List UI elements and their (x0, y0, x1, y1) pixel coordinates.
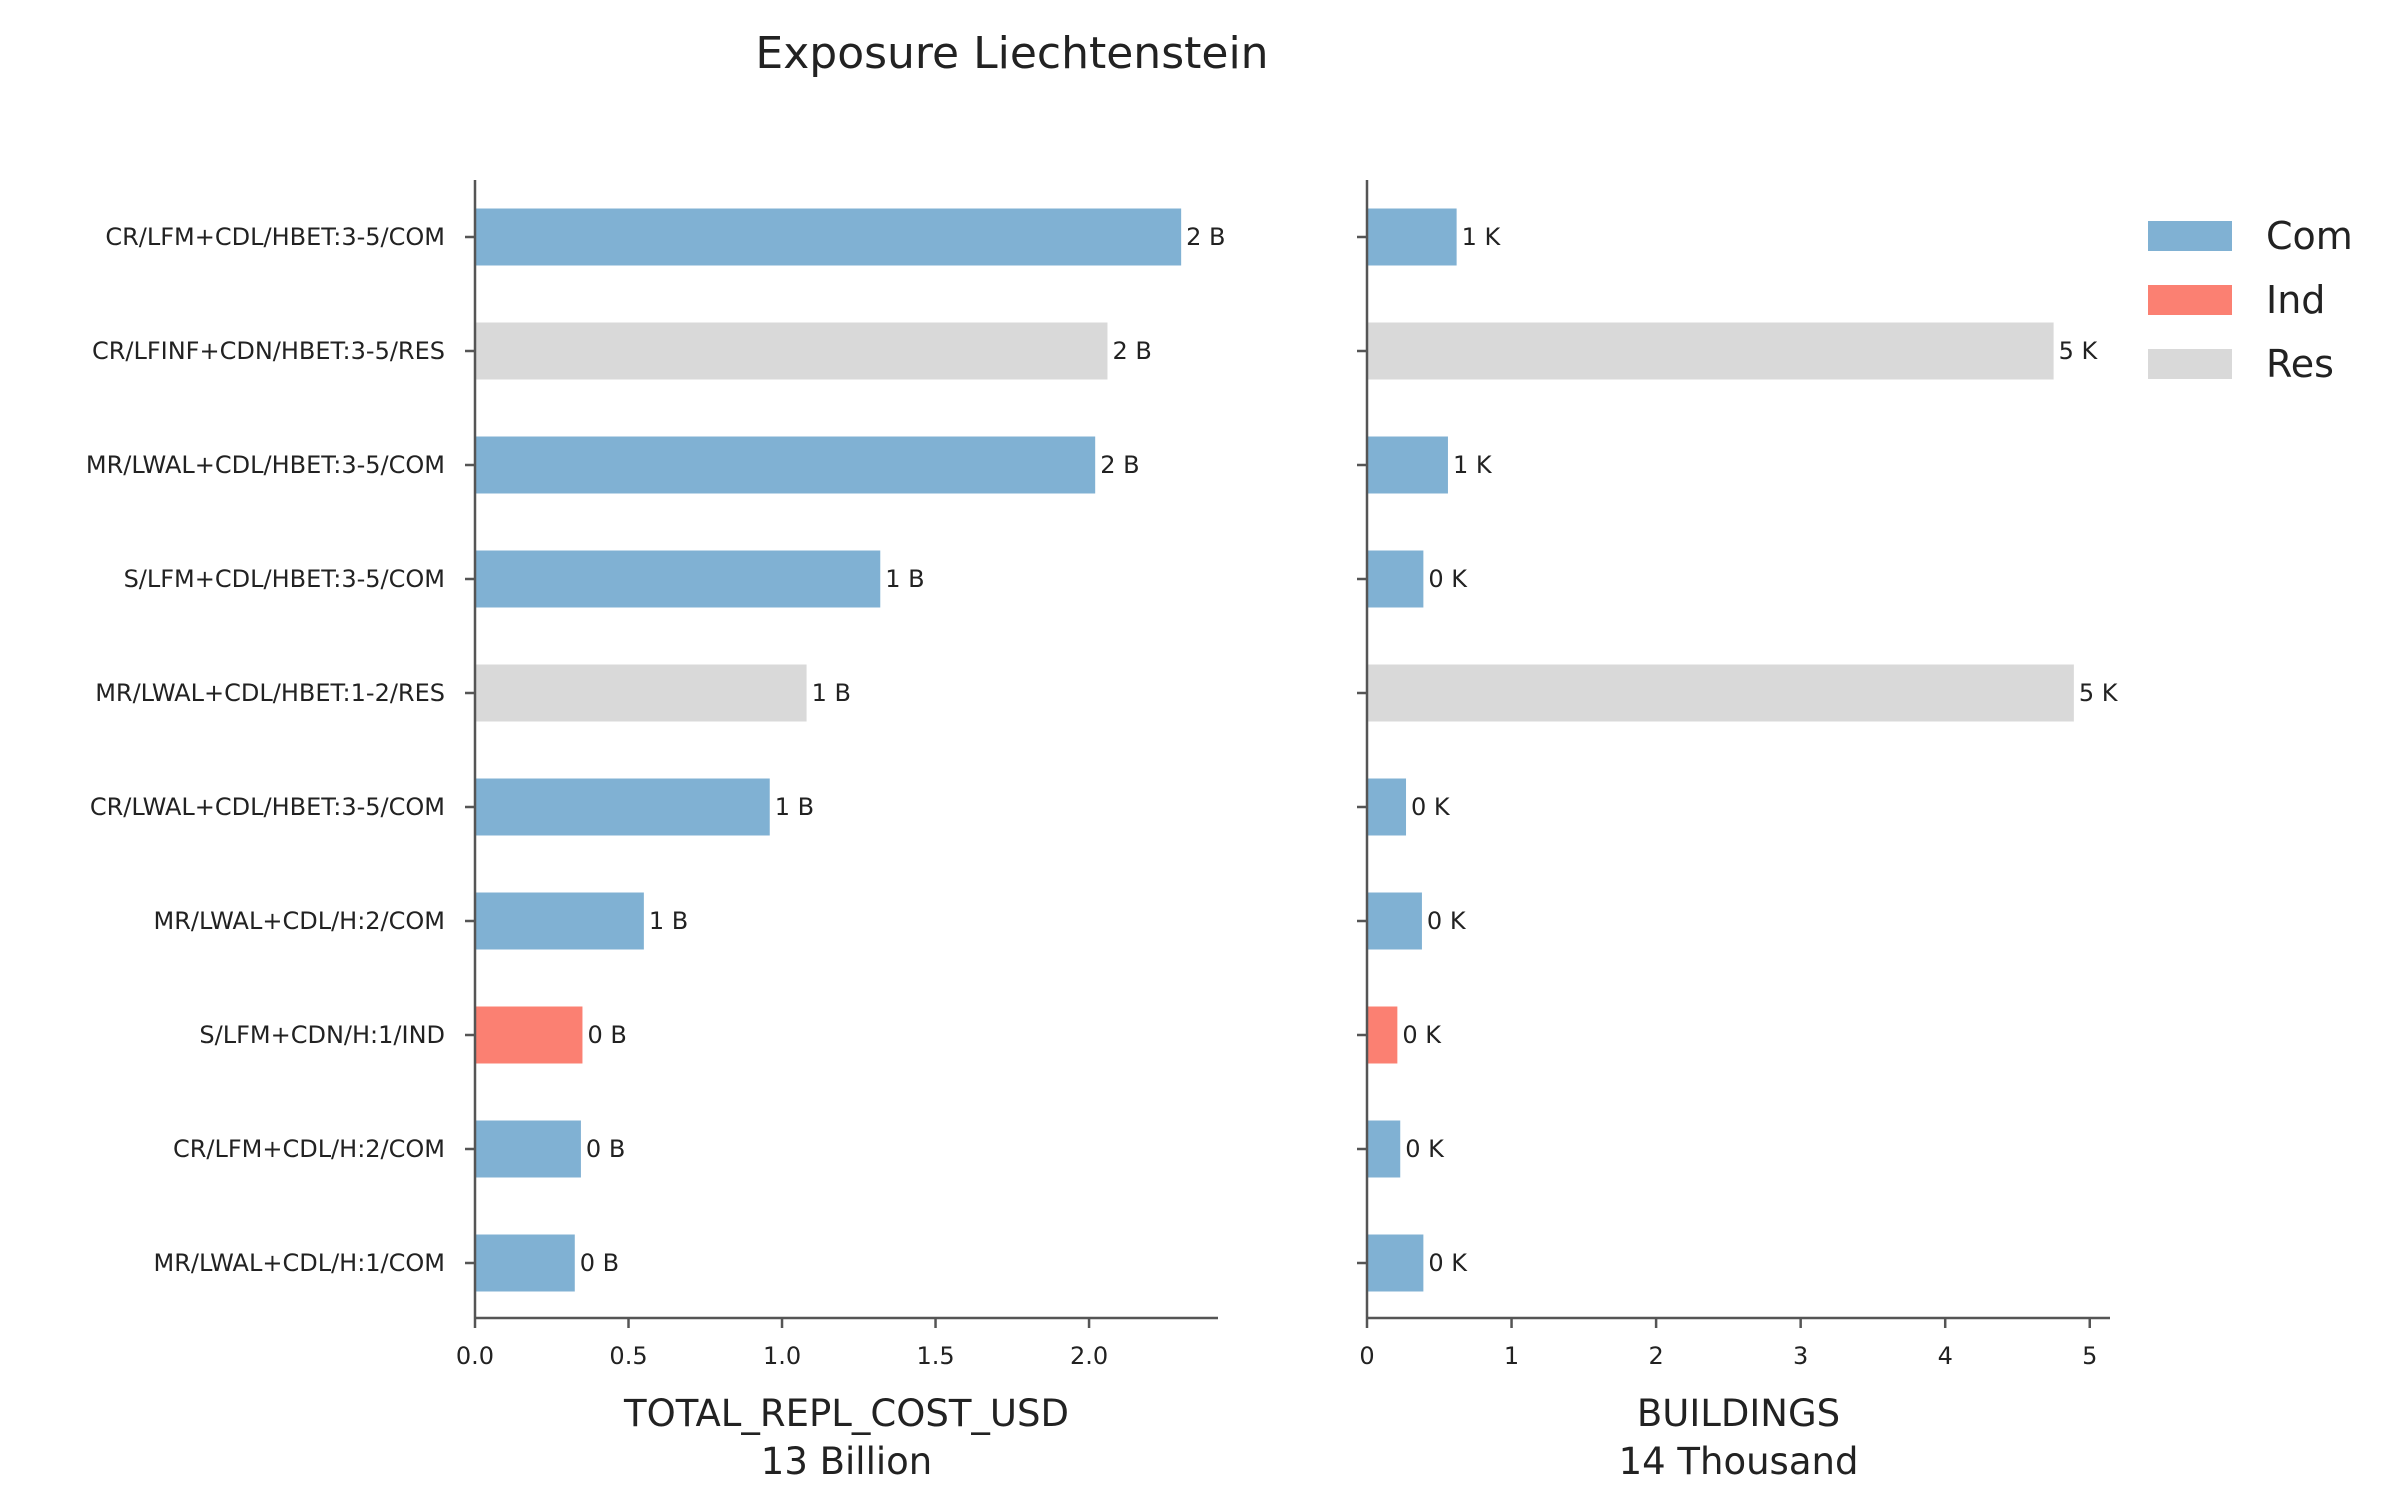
category-label: MR/LWAL+CDL/HBET:3-5/COM (86, 451, 445, 479)
legend-swatch-com (2148, 221, 2232, 251)
bar-value-label: 1 K (1462, 223, 1502, 251)
bar-value-label: 0 B (580, 1249, 619, 1277)
bar-com (475, 208, 1182, 266)
bar-ind (1367, 1006, 1398, 1064)
bar-value-label: 0 K (1428, 565, 1468, 593)
bar-value-label: 0 K (1428, 1249, 1468, 1277)
x-tick-label: 5 (2082, 1342, 2097, 1370)
bar-com (1367, 1120, 1401, 1178)
x-axis-title: BUILDINGS (1637, 1392, 1840, 1435)
category-label: CR/LWAL+CDL/HBET:3-5/COM (90, 793, 445, 821)
bar-value-label: 1 K (1453, 451, 1493, 479)
chart-panels: 2 B CR/LFM+CDL/HBET:3-5/COM 2 B CR/LFINF+CD… (86, 180, 2119, 1483)
x-axis-subtitle: 13 Billion (761, 1440, 932, 1483)
bar-value-label: 1 B (649, 907, 688, 935)
bar-value-label: 2 B (1100, 451, 1139, 479)
bar-value-label: 2 B (1186, 223, 1225, 251)
bar-res (475, 664, 807, 722)
legend-swatch-ind (2148, 285, 2232, 315)
bar-value-label: 1 B (775, 793, 814, 821)
bar-value-label: 0 K (1411, 793, 1451, 821)
bar-com (1367, 778, 1407, 836)
bar-value-label: 5 K (2079, 679, 2119, 707)
bar-com (475, 778, 770, 836)
chart-legend: Com Ind Res (2148, 214, 2353, 386)
x-tick-label: 1 (1504, 1342, 1519, 1370)
bar-res (475, 322, 1108, 380)
x-tick-label: 0.0 (456, 1342, 494, 1370)
x-axis-title: TOTAL_REPL_COST_USD (623, 1392, 1069, 1435)
bar-com (1367, 208, 1457, 266)
category-label: MR/LWAL+CDL/H:2/COM (154, 907, 446, 935)
x-tick-label: 2 (1648, 1342, 1663, 1370)
x-axis-subtitle: 14 Thousand (1619, 1440, 1859, 1483)
x-tick-label: 1.5 (916, 1342, 954, 1370)
x-tick-label: 0 (1359, 1342, 1374, 1370)
bar-res (1367, 664, 2074, 722)
bar-com (475, 550, 881, 608)
legend-label-res: Res (2266, 342, 2334, 386)
bar-value-label: 2 B (1112, 337, 1151, 365)
panel-2: 1 K 5 K 1 K 0 K 5 K 0 K 0 K 0 K 0 K 0 K 0 1 2 3 4 5 BUIL… (1357, 180, 2119, 1483)
x-tick-label: 4 (1938, 1342, 1953, 1370)
bar-com (1367, 1234, 1424, 1292)
bar-com (475, 1234, 575, 1292)
bar-com (1367, 892, 1422, 950)
bar-com (1367, 436, 1448, 494)
legend-swatch-res (2148, 349, 2232, 379)
category-label: MR/LWAL+CDL/H:1/COM (154, 1249, 446, 1277)
bar-com (475, 1120, 581, 1178)
bar-value-label: 0 B (586, 1135, 625, 1163)
legend-label-ind: Ind (2266, 278, 2325, 322)
chart-title: Exposure Liechtenstein (755, 28, 1268, 79)
x-tick-label: 2.0 (1070, 1342, 1108, 1370)
category-label: CR/LFINF+CDN/HBET:3-5/RES (92, 337, 445, 365)
x-tick-label: 0.5 (609, 1342, 647, 1370)
bar-com (475, 892, 644, 950)
category-label: CR/LFM+CDL/HBET:3-5/COM (105, 223, 445, 251)
bar-value-label: 0 K (1427, 907, 1467, 935)
legend-label-com: Com (2266, 214, 2353, 258)
bar-value-label: 0 K (1405, 1135, 1445, 1163)
category-label: S/LFM+CDL/HBET:3-5/COM (124, 565, 445, 593)
bar-value-label: 5 K (2059, 337, 2099, 365)
x-tick-label: 3 (1793, 1342, 1808, 1370)
bar-value-label: 1 B (812, 679, 851, 707)
category-label: CR/LFM+CDL/H:2/COM (173, 1135, 445, 1163)
bar-value-label: 0 B (587, 1021, 626, 1049)
bar-value-label: 0 K (1402, 1021, 1442, 1049)
bar-com (475, 436, 1096, 494)
panel-1: 2 B CR/LFM+CDL/HBET:3-5/COM 2 B CR/LFINF+CD… (86, 180, 1226, 1483)
bar-ind (475, 1006, 583, 1064)
category-label: MR/LWAL+CDL/HBET:1-2/RES (95, 679, 445, 707)
x-tick-label: 1.0 (763, 1342, 801, 1370)
bar-value-label: 1 B (885, 565, 924, 593)
category-label: S/LFM+CDN/H:1/IND (199, 1021, 445, 1049)
bar-res (1367, 322, 2054, 380)
bar-com (1367, 550, 1424, 608)
